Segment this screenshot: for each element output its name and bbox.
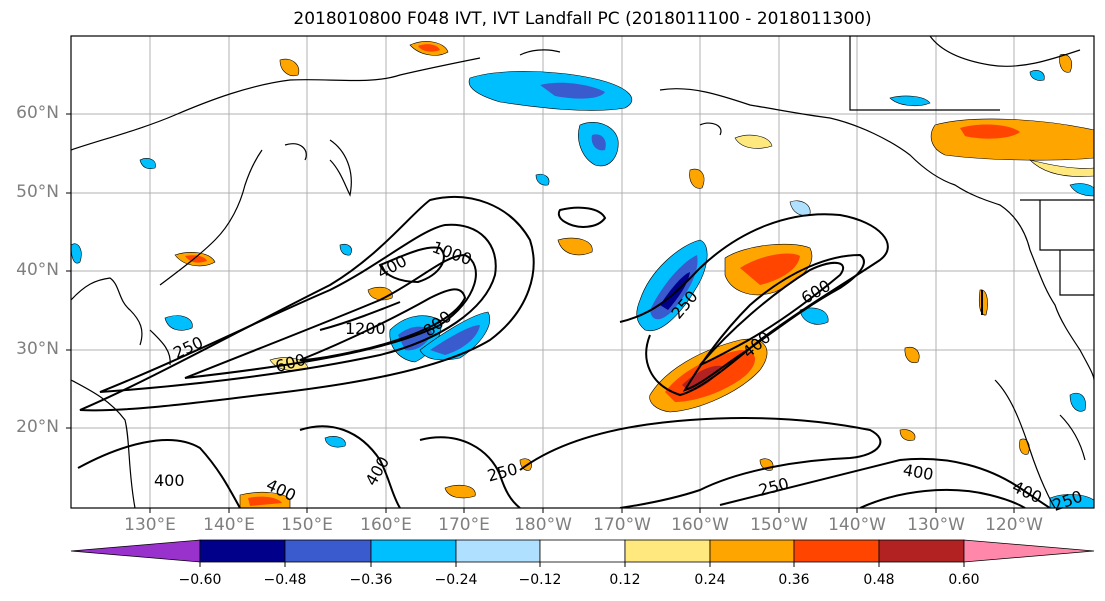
colorbar-tick-label: −0.36	[349, 572, 393, 588]
axis-ticks	[66, 113, 1015, 513]
colorbar-segment	[284, 539, 372, 563]
lat-label-20n: 20°N	[16, 417, 59, 437]
lon-label: 140°E	[203, 515, 255, 535]
colorbar-segment	[199, 539, 286, 563]
gridlines	[71, 36, 1094, 508]
colorbar-tick-label: −0.12	[518, 572, 562, 588]
colorbar-tick-label: 0.24	[694, 572, 726, 588]
lon-label: 130°E	[124, 515, 176, 535]
contour-label: 400	[154, 471, 185, 490]
lon-label: 160°W	[671, 515, 729, 535]
colorbar	[70, 539, 1095, 567]
lon-label: 170°E	[438, 515, 490, 535]
lon-label: 170°W	[593, 515, 651, 535]
map-frame	[70, 35, 1095, 509]
colorbar-tick-label: 0.48	[863, 572, 895, 588]
colorbar-tick-label: 0.60	[948, 572, 980, 588]
colorbar-tick-label: 0.36	[778, 572, 810, 588]
colorbar-segment	[709, 539, 795, 563]
contour-label: 1200	[345, 319, 386, 338]
colorbar-tick-label: −0.24	[434, 572, 478, 588]
lat-label-50n: 50°N	[16, 182, 59, 202]
colorbar-tick-label: −0.48	[263, 572, 307, 588]
colorbar-segment	[370, 539, 457, 563]
colorbar-segment	[455, 539, 541, 563]
coastlines	[71, 36, 1094, 508]
colorbar-segment	[963, 539, 1095, 563]
lon-label: 180°W	[514, 515, 572, 535]
lat-label-30n: 30°N	[16, 339, 59, 359]
colorbar-tick-label: 0.12	[609, 572, 641, 588]
lon-label: 160°E	[360, 515, 412, 535]
lon-label: 140°W	[828, 515, 886, 535]
ivt-contours	[77, 196, 1051, 508]
map-background	[71, 36, 1094, 508]
colorbar-segment	[793, 539, 880, 563]
lon-label: 150°E	[281, 515, 333, 535]
lon-label: 120°W	[985, 515, 1043, 535]
colorbar-segment	[624, 539, 711, 563]
lat-label-40n: 40°N	[16, 260, 59, 280]
colorbar-segment	[878, 539, 965, 563]
colorbar-segment	[539, 539, 626, 563]
lon-label: 130°W	[907, 515, 965, 535]
lon-label: 150°W	[750, 515, 808, 535]
colorbar-tick-label: −0.60	[178, 572, 222, 588]
colorbar-segment	[70, 539, 201, 563]
lat-label-60n: 60°N	[16, 103, 59, 123]
map-title: 2018010800 F048 IVT, IVT Landfall PC (20…	[293, 9, 872, 29]
